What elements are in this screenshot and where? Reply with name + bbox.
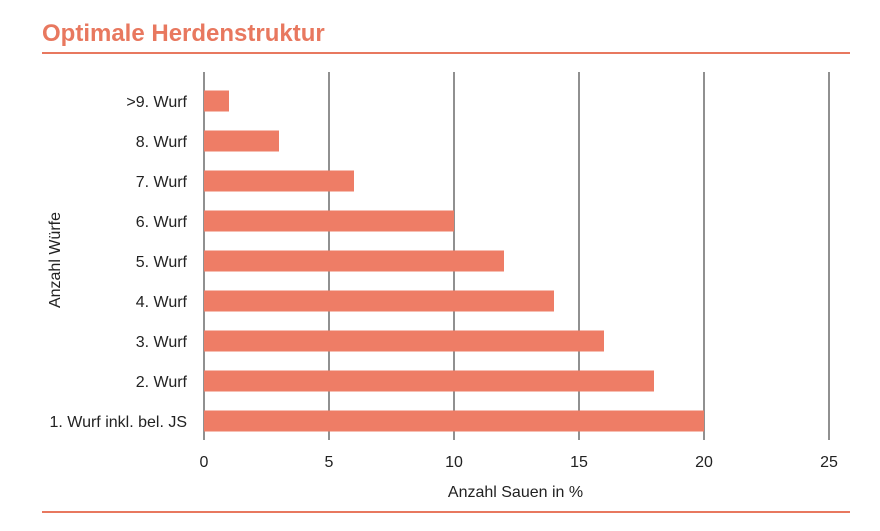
bar xyxy=(204,210,454,232)
page-title: Optimale Herdenstruktur xyxy=(42,20,325,47)
x-tick-label: 20 xyxy=(695,454,713,471)
y-axis-title: Anzahl Würfe xyxy=(47,212,64,308)
bar xyxy=(204,250,504,272)
bar xyxy=(204,410,704,432)
bar xyxy=(204,170,354,192)
x-tick-labels: 0 5 10 15 20 25 xyxy=(200,454,838,471)
y-tick-label: 5. Wurf xyxy=(136,254,188,271)
x-tick-label: 0 xyxy=(200,454,209,471)
bar xyxy=(204,290,554,312)
x-tick-label: 10 xyxy=(445,454,463,471)
bar xyxy=(204,370,654,392)
y-tick-labels: >9. Wurf 8. Wurf 7. Wurf 6. Wurf 5. Wurf 4. W… xyxy=(49,94,187,431)
y-tick-label: 3. Wurf xyxy=(136,334,188,351)
title-rule xyxy=(42,52,850,54)
x-axis-title: Anzahl Sauen in % xyxy=(448,484,583,501)
y-tick-label: >9. Wurf xyxy=(126,94,187,111)
x-tick-label: 25 xyxy=(820,454,838,471)
bar xyxy=(204,330,604,352)
y-tick-label: 2. Wurf xyxy=(136,374,188,391)
bottom-rule xyxy=(42,511,850,513)
y-tick-label: 6. Wurf xyxy=(136,214,188,231)
y-tick-label: 4. Wurf xyxy=(136,294,188,311)
x-tick-label: 5 xyxy=(325,454,334,471)
y-tick-label: 7. Wurf xyxy=(136,174,188,191)
y-tick-label: 1. Wurf inkl. bel. JS xyxy=(49,414,187,431)
bar xyxy=(204,90,229,112)
y-tick-label: 8. Wurf xyxy=(136,134,188,151)
bars xyxy=(204,90,704,432)
x-tick-label: 15 xyxy=(570,454,588,471)
bar xyxy=(204,130,279,152)
